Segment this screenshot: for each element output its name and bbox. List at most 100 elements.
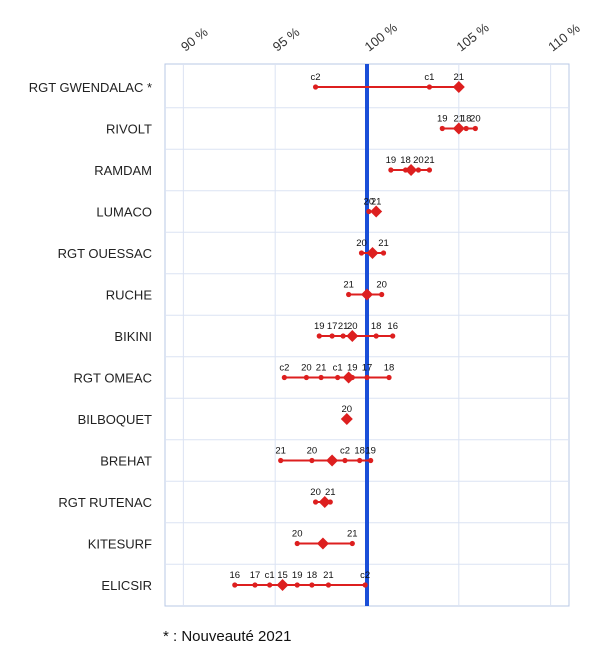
point-label: 19 [347, 363, 358, 374]
category-label: BIKINI [114, 329, 152, 344]
point-label: 20 [307, 446, 318, 457]
data-point [325, 582, 332, 588]
category-label: RGT OMEAC [74, 371, 153, 386]
point-label: 18 [307, 570, 318, 581]
point-label: c1 [424, 72, 434, 83]
data-point [294, 582, 300, 588]
data-point [318, 374, 324, 381]
point-label: c1 [333, 363, 343, 374]
category-label: RIVOLT [106, 122, 152, 137]
data-point [358, 250, 365, 256]
point-label: 15 [277, 570, 288, 581]
data-point [267, 582, 273, 588]
point-label: 21 [343, 280, 354, 291]
x-tick-label: 100 % [362, 20, 401, 55]
point-label: 18 [371, 321, 382, 332]
data-point [357, 457, 363, 464]
data-point [312, 84, 319, 90]
data-point [346, 291, 352, 298]
point-label: 19 [437, 114, 448, 125]
data-point [294, 540, 300, 547]
main-value-diamond [316, 537, 329, 550]
data-point [252, 582, 258, 588]
chart: 90 % 95 % 100 % 105 % 110 % RGT GWENDALAC * c2… [29, 20, 583, 607]
point-label: 20 [413, 155, 424, 166]
point-label: c2 [340, 446, 350, 457]
main-value-diamond [326, 454, 339, 467]
main-value-diamond [366, 247, 379, 259]
point-label: 21 [371, 197, 382, 208]
point-label: 21 [338, 321, 349, 332]
data-point [426, 167, 433, 173]
data-point [439, 125, 445, 132]
point-label: 19 [292, 570, 303, 581]
data-point [472, 125, 478, 132]
point-label: 20 [347, 321, 358, 332]
category-label: RGT GWENDALAC * [29, 80, 152, 95]
category-label: RGT OUESSAC [58, 246, 152, 261]
point-label: 16 [387, 321, 398, 332]
data-point [232, 582, 238, 588]
point-label: 18 [400, 155, 411, 166]
data-point [390, 333, 396, 339]
data-point [281, 374, 287, 381]
data-point [329, 333, 335, 339]
point-label: 21 [347, 529, 358, 540]
data-point [362, 582, 368, 588]
category-label: RUCHE [106, 288, 153, 303]
data-point [312, 499, 319, 505]
data-point [335, 374, 341, 381]
point-label: 20 [310, 487, 321, 498]
data-point [342, 457, 348, 464]
data-point [463, 125, 469, 132]
category-label: BREHAT [100, 454, 152, 469]
data-point [349, 540, 355, 547]
point-label: 21 [424, 155, 435, 166]
point-label: 17 [362, 363, 373, 374]
point-label: 21 [275, 446, 286, 457]
point-label: 19 [386, 155, 397, 166]
point-label: c2 [279, 363, 289, 374]
data-point [426, 84, 433, 90]
data-point [340, 333, 346, 339]
point-label: 18 [384, 363, 395, 374]
main-value-diamond [405, 164, 418, 176]
main-value-diamond [452, 81, 465, 93]
point-label: 20 [342, 404, 353, 415]
point-label: 17 [250, 570, 261, 581]
data-point [380, 250, 387, 256]
point-label: 16 [229, 570, 240, 581]
point-label: 20 [470, 114, 481, 125]
point-label: 21 [454, 114, 465, 125]
main-value-diamond [342, 371, 355, 384]
point-label: 17 [327, 321, 338, 332]
data-point [386, 374, 392, 381]
category-label: BILBOQUET [78, 412, 152, 427]
data-point [303, 374, 309, 381]
point-label: 20 [356, 238, 367, 249]
point-label: c2 [360, 570, 370, 581]
x-tick-label: 110 % [545, 20, 583, 54]
point-label: 19 [314, 321, 325, 332]
point-label: 21 [378, 238, 389, 249]
main-value-diamond [361, 288, 373, 301]
point-label: 19 [365, 446, 376, 457]
point-label: c1 [265, 570, 275, 581]
point-label: 21 [454, 72, 465, 83]
data-point [415, 167, 422, 173]
main-value-diamond [340, 413, 353, 425]
category-label: RAMDAM [94, 163, 152, 178]
data-point [278, 457, 284, 464]
data-point [316, 333, 322, 339]
data-point [373, 333, 379, 339]
main-value-diamond [452, 122, 465, 135]
point-label: 21 [316, 363, 327, 374]
point-label: 21 [323, 570, 334, 581]
point-label: 20 [376, 280, 387, 291]
x-tick-label: 95 % [270, 24, 303, 54]
data-point [366, 208, 372, 215]
main-value-diamond [276, 579, 289, 591]
data-point [388, 167, 394, 173]
point-label: 20 [292, 529, 303, 540]
x-tick-label: 90 % [178, 24, 211, 54]
